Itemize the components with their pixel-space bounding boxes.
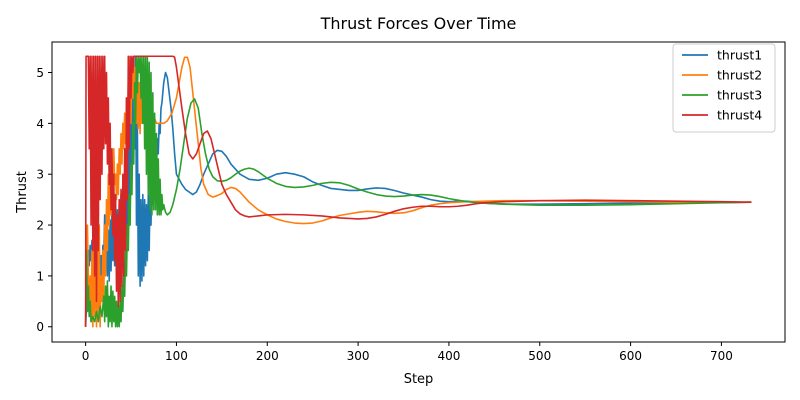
plot-area-frame: [51, 41, 786, 343]
legend-label-thrust4: thrust4: [717, 108, 762, 123]
y-tick-label: 5: [36, 66, 44, 80]
series-line-thrust4: [84, 55, 752, 327]
series-layer: [84, 55, 752, 328]
x-tick-label: 300: [347, 349, 370, 363]
chart-title: Thrust Forces Over Time: [320, 14, 517, 33]
x-tick-label: 200: [256, 349, 279, 363]
x-tick-label: 400: [437, 349, 460, 363]
y-axis: 0 1 2 3 4 5: [36, 66, 52, 334]
legend-label-thrust3: thrust3: [717, 88, 762, 103]
x-tick-label: 500: [528, 349, 551, 363]
legend-label-thrust2: thrust2: [717, 68, 762, 83]
y-tick-label: 1: [36, 269, 44, 283]
y-tick-label: 3: [36, 168, 44, 182]
x-axis-label: Step: [404, 372, 434, 387]
x-tick-label: 600: [619, 349, 642, 363]
legend-label-thrust1: thrust1: [717, 48, 762, 63]
y-tick-label: 2: [36, 219, 44, 233]
x-tick-label: 700: [710, 349, 733, 363]
chart-legend: thrust1 thrust2 thrust3 thrust4: [672, 43, 776, 133]
y-tick-label: 0: [36, 320, 44, 334]
x-axis: 0 100 200 300 400 500 600 700: [82, 342, 733, 363]
y-tick-label: 4: [36, 117, 44, 131]
series-line-thrust3: [84, 56, 752, 328]
x-tick-label: 100: [165, 349, 188, 363]
legend-box: [672, 43, 776, 133]
y-axis-label: Thrust: [15, 171, 30, 214]
x-tick-label: 0: [82, 349, 90, 363]
